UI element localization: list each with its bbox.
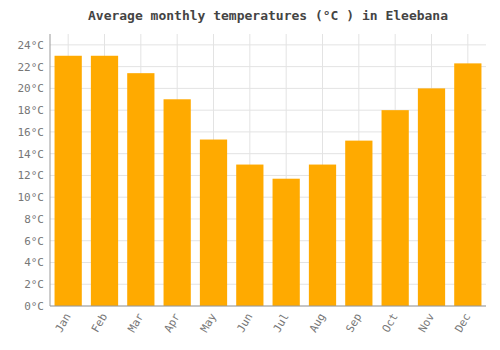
y-tick-label: 4°C xyxy=(24,256,44,269)
grid xyxy=(50,34,486,306)
y-tick-label: 6°C xyxy=(24,235,44,248)
bar xyxy=(200,140,227,306)
bar xyxy=(164,99,191,306)
bar xyxy=(91,56,118,306)
y-tick-label: 0°C xyxy=(24,300,44,313)
bar xyxy=(309,165,336,306)
x-tick-label: Nov xyxy=(416,311,437,335)
x-tick-label: Mar xyxy=(125,311,146,335)
chart-svg: Average monthly temperatures (°C ) in El… xyxy=(0,0,500,350)
bar xyxy=(55,56,82,306)
bars xyxy=(55,56,482,306)
chart-container: Average monthly temperatures (°C ) in El… xyxy=(0,0,500,350)
x-tick-label: Oct xyxy=(380,311,401,335)
bar xyxy=(382,110,409,306)
y-tick-label: 24°C xyxy=(18,39,45,52)
y-axis-line xyxy=(50,34,51,306)
bar xyxy=(236,165,263,306)
bar xyxy=(273,179,300,306)
x-axis-line xyxy=(50,306,486,307)
y-tick-label: 22°C xyxy=(18,61,45,74)
x-tick-label: Jan xyxy=(53,311,74,335)
bar xyxy=(418,88,445,306)
y-tick-label: 2°C xyxy=(24,278,44,291)
bar xyxy=(345,141,372,306)
y-tick-label: 8°C xyxy=(24,213,44,226)
x-tick-label: Feb xyxy=(89,311,110,335)
x-tick-label: Jun xyxy=(234,311,255,335)
x-tick-label: Jul xyxy=(271,311,292,335)
y-tick-label: 16°C xyxy=(18,126,45,139)
y-tick-label: 18°C xyxy=(18,104,45,117)
title: Average monthly temperatures (°C ) in El… xyxy=(88,8,448,23)
x-tick-label: Aug xyxy=(307,311,328,335)
y-grid-line xyxy=(50,306,486,307)
y-tick-label: 20°C xyxy=(18,82,45,95)
y-tick-label: 10°C xyxy=(18,191,45,204)
y-tick-label: 12°C xyxy=(18,169,45,182)
x-tick-label: May xyxy=(198,311,219,335)
y-grid-line xyxy=(50,44,486,45)
x-tick-label: Apr xyxy=(162,311,183,335)
y-tick-label: 14°C xyxy=(18,148,45,161)
x-tick-label: Dec xyxy=(452,311,473,335)
bar xyxy=(454,63,481,306)
x-tick-label: Sep xyxy=(343,311,364,335)
bar xyxy=(127,73,154,306)
